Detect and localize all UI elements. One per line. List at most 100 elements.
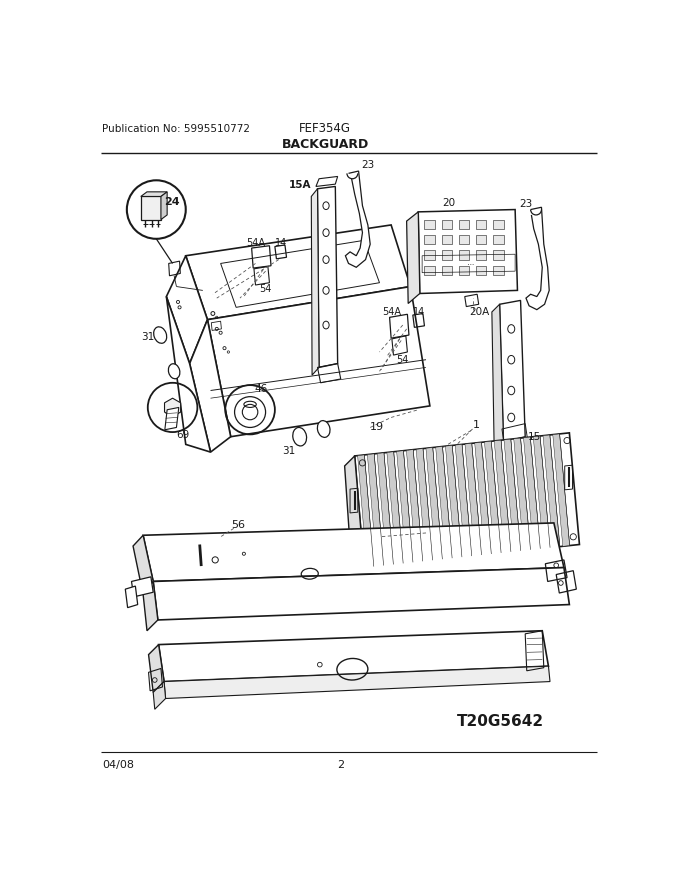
Polygon shape (445, 445, 462, 558)
Text: 14: 14 (275, 238, 287, 247)
Polygon shape (387, 451, 403, 564)
Polygon shape (158, 631, 549, 682)
Polygon shape (455, 444, 472, 557)
Polygon shape (475, 266, 486, 275)
Ellipse shape (169, 363, 180, 378)
Text: 54A: 54A (246, 238, 265, 247)
Text: Publication No: 5995510772: Publication No: 5995510772 (102, 124, 250, 134)
Text: 23: 23 (519, 199, 532, 209)
Polygon shape (533, 436, 550, 548)
Polygon shape (161, 192, 167, 219)
Polygon shape (153, 568, 569, 620)
Polygon shape (396, 451, 413, 563)
Text: 1: 1 (473, 420, 479, 430)
Polygon shape (441, 235, 452, 244)
Text: 56: 56 (231, 520, 245, 531)
Polygon shape (514, 438, 530, 551)
Polygon shape (504, 439, 521, 552)
Polygon shape (424, 266, 435, 275)
Polygon shape (494, 440, 511, 553)
Text: 31: 31 (282, 445, 295, 456)
Polygon shape (475, 250, 486, 260)
Polygon shape (153, 682, 166, 709)
Polygon shape (141, 192, 167, 196)
Polygon shape (167, 256, 207, 363)
Polygon shape (441, 266, 452, 275)
Text: 23: 23 (362, 160, 375, 170)
Text: 31: 31 (141, 332, 154, 341)
Text: 15A: 15A (289, 180, 311, 190)
Polygon shape (358, 455, 374, 568)
Polygon shape (133, 535, 153, 595)
Polygon shape (186, 225, 411, 319)
Polygon shape (165, 398, 181, 416)
Polygon shape (318, 187, 338, 368)
Polygon shape (131, 577, 153, 597)
Text: 04/08: 04/08 (102, 759, 134, 770)
Polygon shape (492, 250, 503, 260)
Text: T20G5642: T20G5642 (457, 714, 544, 730)
Text: FEF354G: FEF354G (299, 122, 352, 136)
Ellipse shape (293, 428, 307, 446)
Polygon shape (475, 235, 486, 244)
Polygon shape (475, 219, 486, 229)
Text: 20A: 20A (469, 307, 490, 317)
Text: 54: 54 (259, 284, 272, 294)
Polygon shape (143, 582, 158, 631)
Polygon shape (165, 407, 179, 429)
Polygon shape (190, 319, 231, 452)
Polygon shape (148, 644, 164, 693)
Text: 46: 46 (254, 384, 267, 394)
Polygon shape (526, 207, 549, 310)
Polygon shape (441, 219, 452, 229)
Polygon shape (543, 435, 560, 547)
Text: BACKGUARD: BACKGUARD (282, 137, 369, 150)
Text: 15: 15 (528, 432, 541, 442)
Ellipse shape (154, 326, 167, 343)
Polygon shape (424, 250, 435, 260)
Polygon shape (424, 219, 435, 229)
Polygon shape (141, 196, 161, 219)
Text: 14: 14 (413, 307, 425, 317)
Polygon shape (484, 441, 501, 554)
Polygon shape (418, 209, 517, 293)
Polygon shape (475, 443, 492, 554)
Polygon shape (355, 433, 579, 568)
Polygon shape (492, 219, 503, 229)
Polygon shape (311, 188, 319, 375)
Polygon shape (458, 250, 469, 260)
Polygon shape (345, 456, 364, 579)
Polygon shape (492, 266, 503, 275)
Polygon shape (553, 434, 570, 546)
Text: 24: 24 (164, 197, 180, 207)
Text: 54: 54 (396, 355, 409, 364)
Polygon shape (207, 287, 430, 436)
Polygon shape (345, 171, 370, 268)
Polygon shape (426, 448, 443, 560)
Polygon shape (164, 666, 550, 699)
Polygon shape (492, 235, 503, 244)
Polygon shape (524, 437, 541, 549)
Ellipse shape (318, 421, 330, 437)
Polygon shape (458, 219, 469, 229)
Polygon shape (458, 266, 469, 275)
Polygon shape (492, 304, 503, 451)
Polygon shape (367, 454, 384, 566)
Polygon shape (407, 450, 423, 562)
Text: ...: ... (445, 260, 475, 267)
Polygon shape (377, 453, 393, 565)
Polygon shape (125, 586, 137, 607)
Polygon shape (143, 523, 564, 582)
Text: 19: 19 (369, 422, 384, 432)
Polygon shape (424, 235, 435, 244)
Polygon shape (436, 446, 452, 559)
Polygon shape (465, 444, 481, 556)
Polygon shape (441, 250, 452, 260)
Polygon shape (407, 212, 420, 304)
Polygon shape (416, 449, 432, 561)
Polygon shape (500, 300, 525, 442)
Text: 69: 69 (176, 430, 190, 440)
Polygon shape (458, 235, 469, 244)
Text: 54A: 54A (382, 307, 401, 317)
Text: 20: 20 (443, 198, 456, 209)
